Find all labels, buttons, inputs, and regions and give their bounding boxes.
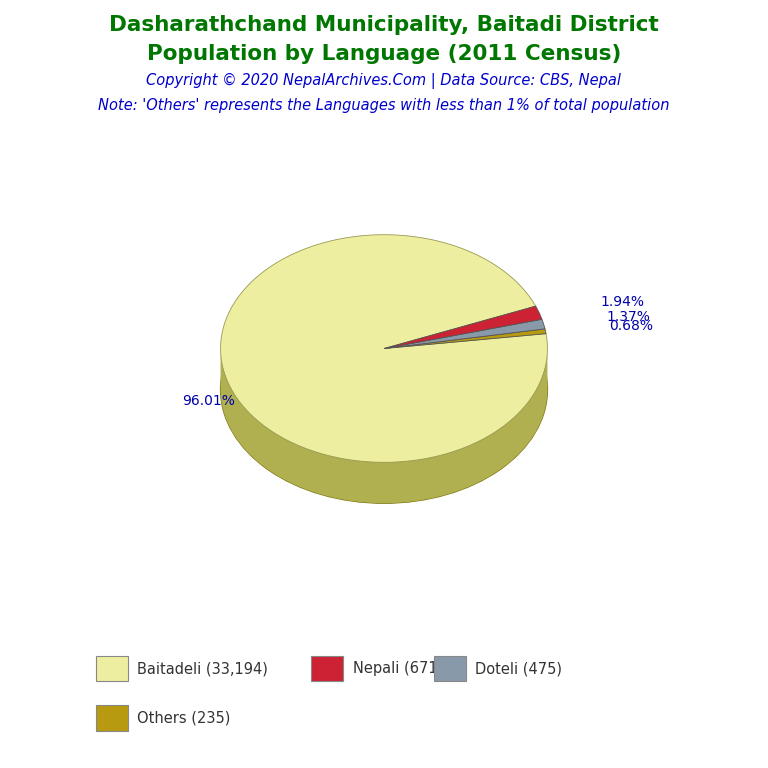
Text: Note: 'Others' represents the Languages with less than 1% of total population: Note: 'Others' represents the Languages … (98, 98, 670, 114)
Polygon shape (384, 329, 546, 349)
Text: 96.01%: 96.01% (183, 394, 235, 408)
Ellipse shape (220, 276, 548, 503)
Text: Dasharathchand Municipality, Baitadi District: Dasharathchand Municipality, Baitadi Dis… (109, 15, 659, 35)
Bar (311, 656, 343, 681)
Polygon shape (220, 349, 548, 503)
Bar (96, 706, 128, 731)
Text: Others (235): Others (235) (137, 710, 231, 726)
Text: 1.37%: 1.37% (606, 310, 650, 323)
Text: Copyright © 2020 NepalArchives.Com | Data Source: CBS, Nepal: Copyright © 2020 NepalArchives.Com | Dat… (147, 73, 621, 89)
Polygon shape (384, 306, 542, 349)
Text: Nepali (671): Nepali (671) (353, 661, 443, 676)
Bar (96, 656, 128, 681)
Text: Population by Language (2011 Census): Population by Language (2011 Census) (147, 44, 621, 64)
Text: 1.94%: 1.94% (600, 295, 644, 309)
Polygon shape (220, 235, 548, 462)
Bar (434, 656, 466, 681)
Text: Doteli (475): Doteli (475) (475, 661, 562, 676)
Text: Baitadeli (33,194): Baitadeli (33,194) (137, 661, 268, 676)
Polygon shape (384, 319, 545, 349)
Text: 0.68%: 0.68% (609, 319, 653, 333)
